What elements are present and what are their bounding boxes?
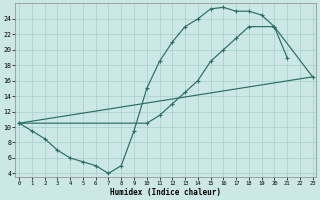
X-axis label: Humidex (Indice chaleur): Humidex (Indice chaleur) [110,188,221,197]
